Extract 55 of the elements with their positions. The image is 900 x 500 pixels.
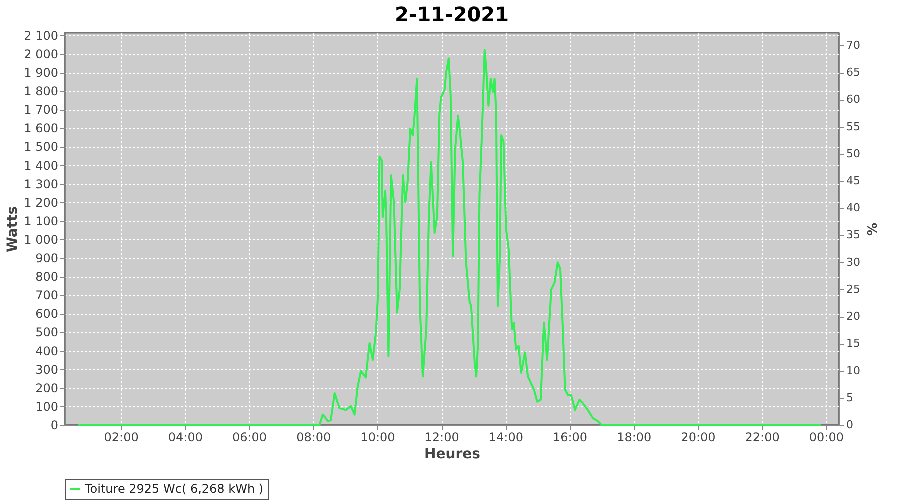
y2-tick-label: 15 xyxy=(846,337,860,350)
y2-tick-label: 50 xyxy=(846,147,860,160)
x-tick-label: 18:00 xyxy=(617,430,652,444)
y2-tick-label: 55 xyxy=(846,120,860,134)
y-tick-label: 1 200 xyxy=(24,196,58,210)
y-tick-label: 0 xyxy=(50,418,58,432)
x-tick-label: 04:00 xyxy=(168,430,203,444)
line-series xyxy=(77,49,822,426)
y2-tick-label: 0 xyxy=(846,418,854,432)
y-tick-label: 1 800 xyxy=(24,84,58,99)
y-tick-label: 300 xyxy=(36,362,58,377)
y-tick-label: 2 000 xyxy=(24,47,58,62)
x-tick-label: 14:00 xyxy=(488,430,524,444)
x-tick-label: 06:00 xyxy=(232,430,268,444)
y-tick-label: 1 400 xyxy=(24,158,58,173)
chart-title: 2-11-2021 xyxy=(394,2,510,26)
x-tick-label: 16:00 xyxy=(552,430,588,444)
y-tick-label: 900 xyxy=(36,252,58,266)
y2-tick-label: 45 xyxy=(846,174,860,188)
y-tick-label: 500 xyxy=(36,326,58,340)
y-tick-label: 1 000 xyxy=(24,232,58,247)
y-tick-label: 2 100 xyxy=(24,28,58,43)
y-tick-label: 200 xyxy=(36,381,58,396)
x-tick-label: 10:00 xyxy=(360,430,396,444)
y-tick-label: 400 xyxy=(36,344,58,358)
y-tick-label: 100 xyxy=(36,400,58,414)
x-tick-label: 12:00 xyxy=(424,430,460,444)
y-tick-label: 600 xyxy=(36,307,58,322)
x-tick-label: 22:00 xyxy=(745,430,780,444)
y2-tick-label: 5 xyxy=(846,391,854,404)
x-tick-label: 00:00 xyxy=(809,430,844,444)
y-axis-title: Watts xyxy=(5,206,22,253)
y-tick-label: 700 xyxy=(36,288,58,303)
y2-tick-label: 35 xyxy=(846,228,860,242)
y2-tick-label: 25 xyxy=(846,282,860,296)
y-tick-label: 1 700 xyxy=(24,103,58,118)
y2-tick-label: 70 xyxy=(846,38,860,52)
x-tick-label: 20:00 xyxy=(681,430,716,444)
y2-tick-label: 60 xyxy=(846,93,860,106)
y2-tick-label: 30 xyxy=(846,256,860,269)
y2-tick-label: 10 xyxy=(846,364,860,378)
y2-tick-label: 20 xyxy=(846,310,860,324)
legend-label: Toiture 2925 Wc( 6,268 kWh ) xyxy=(84,482,264,496)
y-tick-label: 1 100 xyxy=(24,214,58,228)
y-tick-label: 1 600 xyxy=(24,122,58,136)
y2-tick-label: 40 xyxy=(846,202,860,215)
x-tick-label: 08:00 xyxy=(296,430,332,444)
y2-axis-title: % xyxy=(863,222,878,236)
y-tick-label: 1 900 xyxy=(24,66,58,80)
x-tick-label: 02:00 xyxy=(104,430,139,444)
y-tick-label: 800 xyxy=(36,270,58,284)
y2-tick-label: 65 xyxy=(846,66,860,80)
y-tick-label: 1 500 xyxy=(24,140,58,154)
y-tick-label: 1 300 xyxy=(24,177,58,192)
x-axis-title: Heures xyxy=(424,446,480,462)
